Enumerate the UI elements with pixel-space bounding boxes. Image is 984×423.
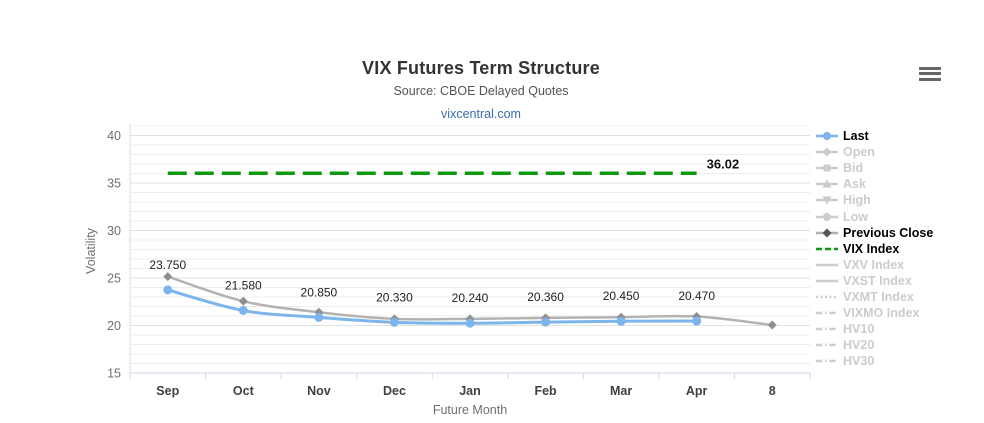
x-axis-category-label: Feb	[534, 384, 557, 398]
legend-marker-icon	[816, 295, 838, 299]
x-axis-category-label: Dec	[383, 384, 406, 398]
x-axis-category-label: Sep	[156, 384, 179, 398]
legend-item-label: VIX Index	[843, 241, 900, 256]
legend-item-hv10[interactable]: HV10	[816, 321, 933, 337]
legend-item-label: Ask	[843, 177, 866, 192]
legend-item-hv30[interactable]: HV30	[816, 353, 933, 369]
hamburger-icon	[919, 66, 941, 70]
series-last-point[interactable]	[541, 317, 551, 327]
legend-marker-icon	[816, 360, 838, 363]
legend-item-label: Last	[843, 129, 869, 144]
y-axis-tick-label: 40	[107, 129, 121, 143]
y-axis-tick-label: 20	[107, 319, 121, 333]
data-label: 20.450	[603, 289, 640, 303]
legend-marker-icon	[816, 279, 838, 283]
series-previous-close-point[interactable]	[163, 272, 173, 282]
legend-marker-icon	[816, 196, 838, 205]
x-axis-category-label: Apr	[686, 384, 708, 398]
x-axis-category-label: Nov	[307, 384, 331, 398]
series-last-point[interactable]	[692, 316, 702, 326]
legend-item-label: Previous Close	[843, 225, 934, 240]
legend-item-last[interactable]: Last	[816, 128, 933, 144]
x-axis-category-label: Mar	[610, 384, 632, 398]
series-last-point[interactable]	[616, 316, 626, 326]
legend-marker-icon	[816, 164, 838, 172]
legend-item-label: High	[843, 193, 871, 208]
y-axis-tick-label: 15	[107, 367, 121, 381]
y-axis-tick-label: 35	[107, 177, 121, 191]
x-axis-category-label: Jan	[459, 384, 481, 398]
legend-marker-icon	[816, 212, 838, 221]
data-label: 20.470	[678, 289, 715, 303]
y-axis-tick-label: 30	[107, 224, 121, 238]
legend-item-label: Low	[843, 209, 868, 224]
legend-item-vix-index[interactable]: VIX Index	[816, 241, 933, 257]
legend-item-vixmo-index[interactable]: VIXMO Index	[816, 305, 933, 321]
legend-item-hv20[interactable]: HV20	[816, 337, 933, 353]
legend-marker-icon	[816, 228, 838, 238]
legend-item-vxst-index[interactable]: VXST Index	[816, 273, 933, 289]
series-last-point[interactable]	[238, 305, 248, 315]
data-label: 23.750	[149, 258, 186, 272]
legend-item-open[interactable]: Open	[816, 144, 933, 160]
legend-item-vxmt-index[interactable]: VXMT Index	[816, 289, 933, 305]
y-axis-tick-label: 25	[107, 272, 121, 286]
hamburger-icon	[919, 72, 941, 76]
data-label: 20.360	[527, 290, 564, 304]
series-last-line[interactable]	[166, 288, 699, 325]
legend-marker-icon	[816, 132, 838, 141]
legend-item-label: HV20	[843, 338, 875, 353]
chart-context-menu-button[interactable]	[919, 65, 941, 85]
x-axis-title: Future Month	[432, 403, 508, 417]
vix-index-value-label: 36.02	[707, 156, 740, 171]
legend-item-label: Bid	[843, 161, 864, 176]
legend-item-ask[interactable]: Ask	[816, 176, 933, 192]
legend-item-label: HV10	[843, 322, 875, 337]
legend-item-label: VXV Index	[843, 257, 905, 272]
data-label: 20.330	[376, 290, 413, 304]
chart-header: VIX Futures Term Structure Source: CBOE …	[0, 58, 962, 123]
series-last-point[interactable]	[465, 318, 475, 328]
data-label: 20.240	[452, 291, 489, 305]
series-last-point[interactable]	[163, 285, 173, 295]
legend-item-bid[interactable]: Bid	[816, 160, 933, 176]
legend-item-label: VXMT Index	[843, 289, 914, 304]
legend-item-vxv-index[interactable]: VXV Index	[816, 257, 933, 273]
legend-item-previous-close[interactable]: Previous Close	[816, 225, 933, 241]
chart-subtitle: Source: CBOE Delayed Quotes	[393, 84, 569, 98]
legend-item-label: VXST Index	[843, 273, 912, 288]
hamburger-icon	[919, 77, 941, 81]
data-label: 20.850	[301, 285, 338, 299]
data-label: 21.580	[225, 278, 262, 292]
legend-marker-icon	[816, 147, 838, 157]
legend-item-label: VIXMO Index	[843, 306, 920, 321]
series-last-point[interactable]	[314, 312, 324, 322]
legend-marker-icon	[816, 344, 838, 347]
legend-item-label: HV30	[843, 354, 875, 369]
series-last-point[interactable]	[389, 317, 399, 327]
legend-marker-icon	[816, 311, 838, 315]
chart-title: VIX Futures Term Structure	[362, 58, 600, 78]
y-axis-title: Volatility	[84, 228, 98, 274]
legend-marker-icon	[816, 263, 838, 267]
legend-marker-icon	[816, 247, 838, 250]
x-axis-category-label: Oct	[233, 384, 255, 398]
x-axis-category-label: 8	[769, 384, 776, 398]
legend-marker-icon	[816, 179, 838, 188]
vixcentral-link[interactable]: vixcentral.com	[441, 107, 521, 121]
series-previous-close-point[interactable]	[238, 296, 248, 306]
legend-item-high[interactable]: High	[816, 192, 933, 208]
legend-item-low[interactable]: Low	[816, 208, 933, 224]
series-previous-close-point[interactable]	[767, 320, 777, 330]
legend: Last Open Bid Ask High Low Previous Clos…	[816, 128, 933, 369]
legend-marker-icon	[816, 327, 838, 331]
legend-item-label: Open	[843, 145, 875, 160]
